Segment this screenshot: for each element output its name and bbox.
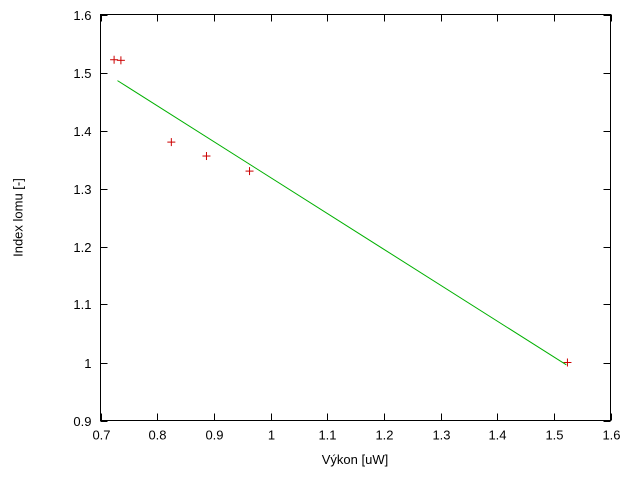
linear-fit-line — [117, 80, 567, 366]
x-tick-label: 1.5 — [545, 428, 563, 443]
x-tick-label: 1.1 — [318, 428, 336, 443]
x-tick-label: 1.4 — [488, 428, 506, 443]
y-tick-label: 1.6 — [73, 8, 91, 23]
y-tick-label: 0.9 — [73, 414, 91, 429]
y-tick-label: 1.1 — [73, 297, 91, 312]
x-tick-label: 0.9 — [205, 428, 223, 443]
y-tick-label: 1.2 — [73, 240, 91, 255]
y-tick-label: 1 — [84, 356, 91, 371]
x-axis-title: Výkon [uW] — [321, 452, 389, 467]
x-tick-label: 0.7 — [92, 428, 110, 443]
x-tick-label: 1.3 — [432, 428, 450, 443]
y-tick-label: 1.5 — [73, 66, 91, 81]
y-tick-label: 1.3 — [73, 182, 91, 197]
plot-border — [100, 14, 611, 421]
x-tick-label: 1.6 — [602, 428, 620, 443]
x-tick-label: 1 — [268, 428, 275, 443]
x-tick-label: 1.2 — [375, 428, 393, 443]
y-tick-label: 1.4 — [73, 124, 91, 139]
x-tick-label: 0.8 — [148, 428, 166, 443]
